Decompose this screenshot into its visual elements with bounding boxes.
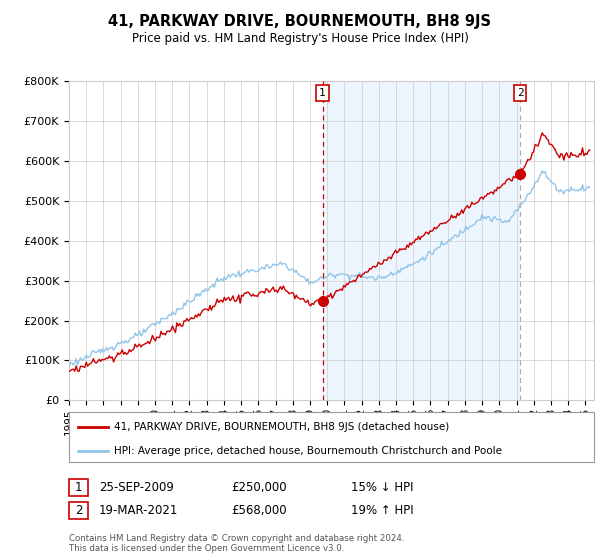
Text: £568,000: £568,000 — [231, 503, 287, 517]
Text: 1: 1 — [75, 481, 82, 494]
Text: 15% ↓ HPI: 15% ↓ HPI — [351, 481, 413, 494]
Text: £250,000: £250,000 — [231, 481, 287, 494]
Text: Price paid vs. HM Land Registry's House Price Index (HPI): Price paid vs. HM Land Registry's House … — [131, 32, 469, 45]
Text: 41, PARKWAY DRIVE, BOURNEMOUTH, BH8 9JS: 41, PARKWAY DRIVE, BOURNEMOUTH, BH8 9JS — [109, 14, 491, 29]
Text: 19-MAR-2021: 19-MAR-2021 — [99, 503, 178, 517]
Text: 19% ↑ HPI: 19% ↑ HPI — [351, 503, 413, 517]
Text: 2: 2 — [75, 503, 82, 517]
Text: 2: 2 — [517, 88, 524, 98]
Text: 41, PARKWAY DRIVE, BOURNEMOUTH, BH8 9JS (detached house): 41, PARKWAY DRIVE, BOURNEMOUTH, BH8 9JS … — [114, 422, 449, 432]
Text: Contains HM Land Registry data © Crown copyright and database right 2024.
This d: Contains HM Land Registry data © Crown c… — [69, 534, 404, 553]
Text: 1: 1 — [319, 88, 326, 98]
Text: 25-SEP-2009: 25-SEP-2009 — [99, 481, 174, 494]
Bar — [323, 81, 520, 400]
Text: HPI: Average price, detached house, Bournemouth Christchurch and Poole: HPI: Average price, detached house, Bour… — [114, 446, 502, 456]
